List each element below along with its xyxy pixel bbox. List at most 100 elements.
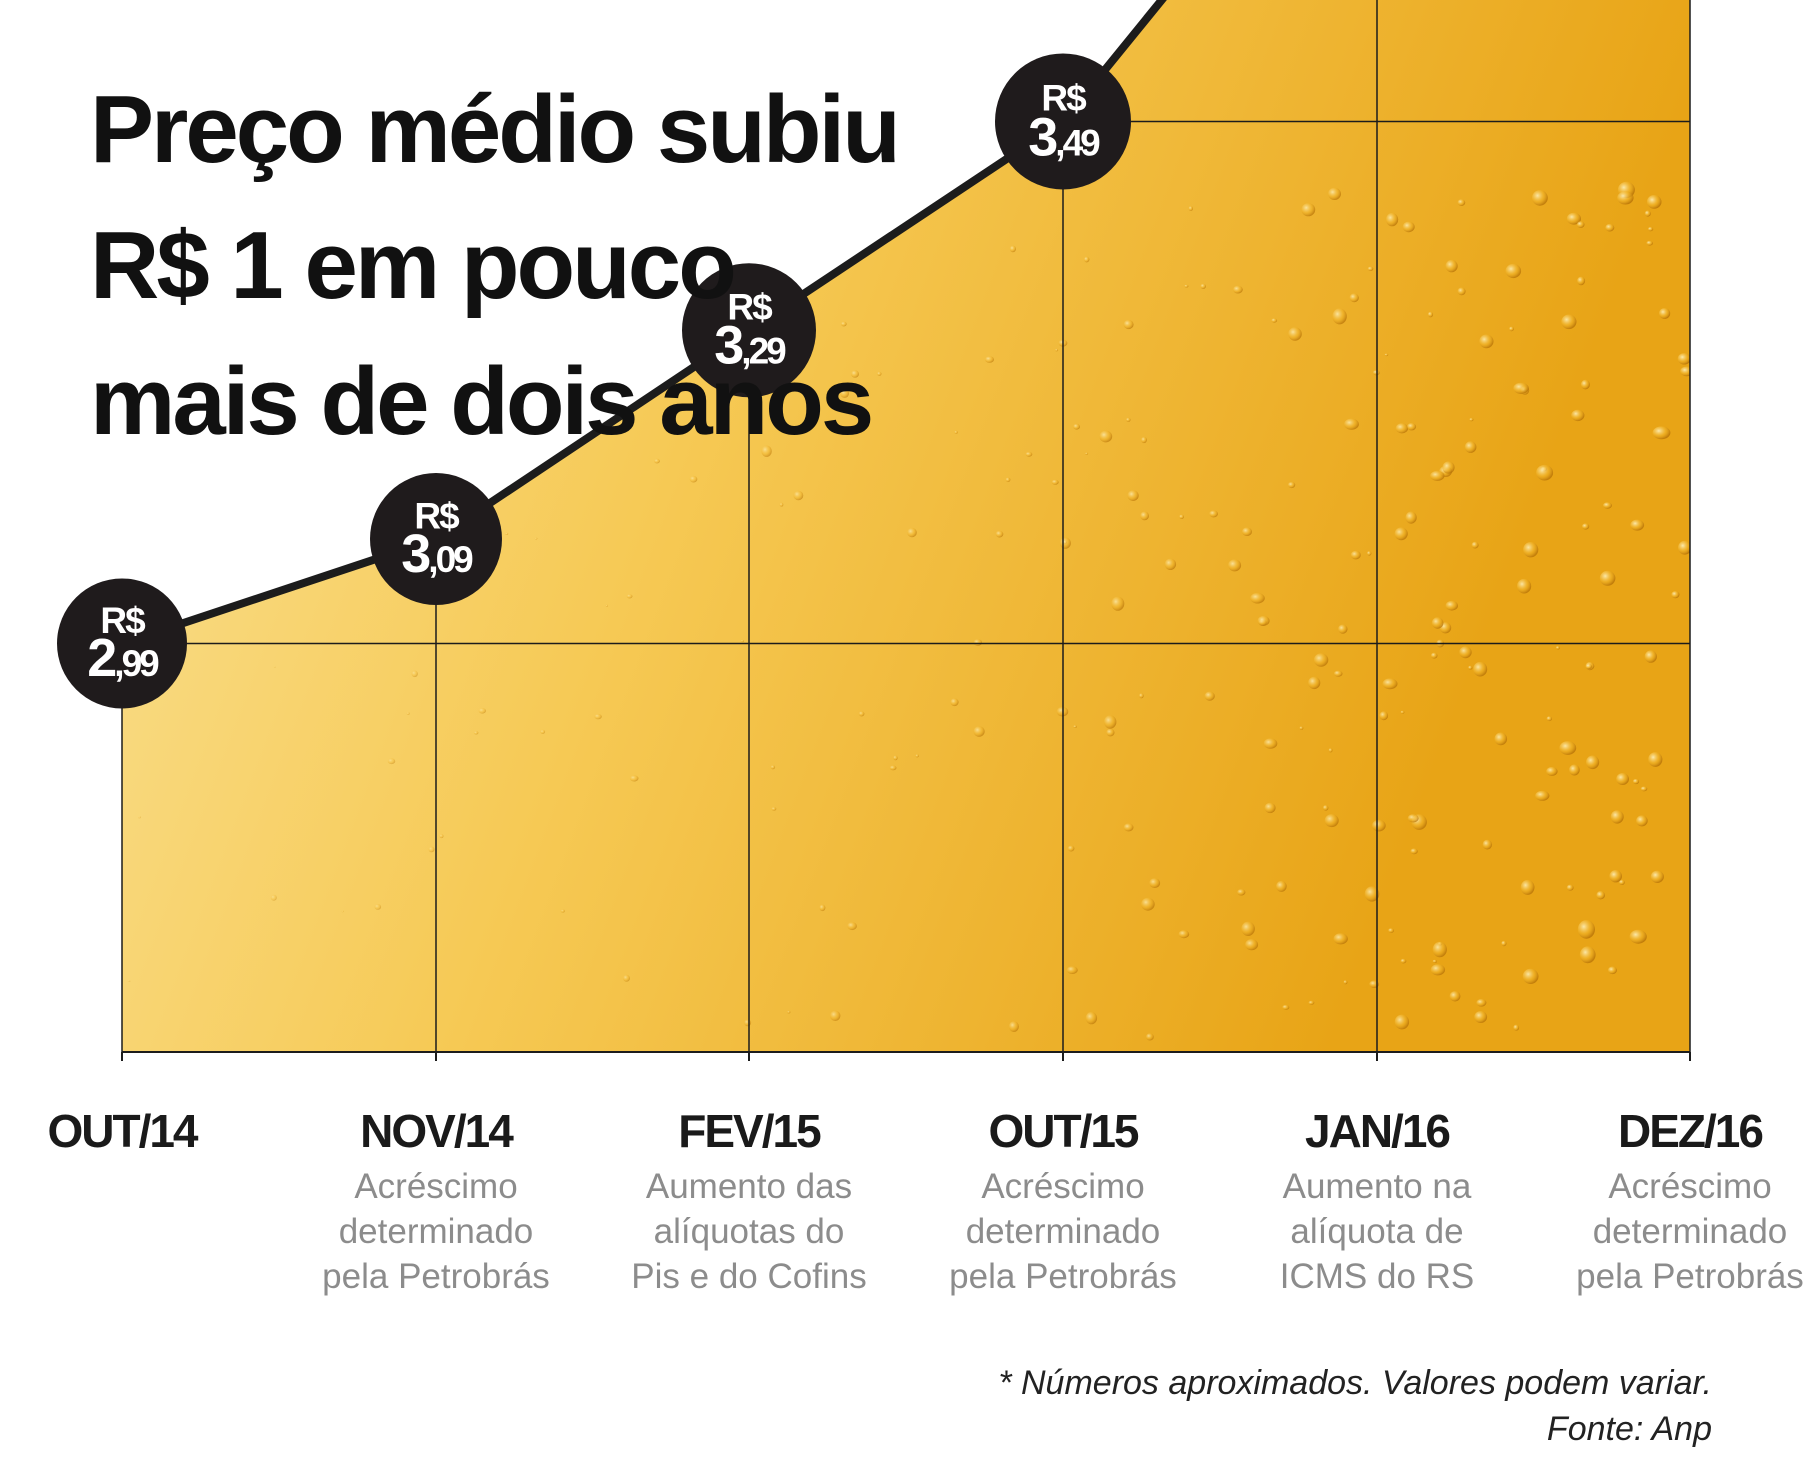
- fizz-bubble: [893, 755, 898, 761]
- x-label: FEV/15: [678, 1105, 821, 1157]
- fizz-bubble: [540, 729, 546, 734]
- price-value: 3,29: [714, 316, 786, 376]
- annotation-line: alíquotas do: [654, 1212, 845, 1251]
- annotation-line: determinado: [1593, 1212, 1788, 1251]
- fizz-bubble: [770, 765, 776, 770]
- fizz-bubble: [1073, 423, 1080, 430]
- fizz-bubble: [1140, 511, 1149, 521]
- fizz-bubble: [1055, 348, 1059, 352]
- fizz-bubble: [1332, 308, 1347, 325]
- fizz-bubble: [1474, 1011, 1488, 1023]
- x-label: OUT/15: [988, 1105, 1138, 1157]
- fizz-bubble: [1432, 941, 1447, 958]
- fizz-bubble: [1178, 930, 1190, 939]
- fizz-bubble: [1388, 928, 1394, 933]
- fizz-bubble: [1288, 481, 1296, 489]
- fizz-bubble: [1141, 436, 1147, 444]
- footnote-note: * Números aproximados. Valores podem var…: [998, 1364, 1712, 1402]
- fizz-bubble: [1188, 206, 1194, 211]
- fizz-bubble: [1085, 1011, 1098, 1025]
- beer-bubbles-texture: [127, 179, 1690, 1041]
- fizz-bubble: [761, 445, 772, 457]
- fizz-bubble: [1299, 726, 1304, 730]
- fizz-bubble: [1328, 748, 1333, 753]
- fizz-bubble: [1659, 308, 1671, 319]
- fizz-bubble: [374, 904, 382, 910]
- fizz-bubble: [1263, 738, 1278, 749]
- fizz-bubble: [1445, 600, 1459, 611]
- chart-title: Preço médio subiu R$ 1 em pouco mais de …: [90, 62, 1070, 470]
- annotation-line: pela Petrobrás: [322, 1257, 550, 1296]
- fizz-bubble: [1457, 199, 1466, 207]
- fizz-bubble: [1648, 227, 1654, 232]
- x-label: DEZ/16: [1618, 1105, 1762, 1157]
- fizz-bubble: [473, 731, 479, 735]
- fizz-bubble: [1139, 693, 1144, 699]
- fizz-bubble: [1085, 452, 1089, 455]
- fizz-bubble: [915, 754, 919, 758]
- fizz-bubble: [1471, 541, 1479, 549]
- fizz-bubble: [1464, 441, 1477, 453]
- fizz-bubble: [1599, 570, 1616, 586]
- fizz-bubble: [1338, 624, 1348, 634]
- fizz-bubble: [1476, 999, 1487, 1007]
- price-bubble: [370, 473, 502, 606]
- fizz-bubble: [1571, 409, 1585, 422]
- fizz-bubble: [1106, 728, 1115, 737]
- fizz-bubble: [689, 475, 698, 483]
- fizz-bubble: [594, 713, 602, 720]
- fizz-bubble: [406, 712, 410, 715]
- fizz-bubble: [1372, 819, 1386, 832]
- fizz-bubble: [1349, 293, 1359, 303]
- fizz-bubble: [127, 980, 131, 982]
- annotation-line: pela Petrobrás: [1576, 1257, 1804, 1296]
- fizz-bubble: [907, 527, 917, 538]
- fizz-bubble: [840, 321, 847, 327]
- fizz-bubble: [1313, 653, 1329, 667]
- fizz-bubble: [273, 666, 276, 668]
- fizz-bubble: [1264, 802, 1276, 814]
- fizz-bubble: [605, 604, 609, 607]
- fizz-bubble: [1678, 540, 1690, 555]
- fizz-bubble: [1343, 980, 1348, 985]
- annotation-line: determinado: [966, 1212, 1161, 1251]
- fizz-bubble: [1585, 663, 1592, 670]
- fizz-bubble: [623, 974, 630, 982]
- fizz-bubble: [1646, 195, 1662, 209]
- fizz-bubble: [1555, 646, 1560, 650]
- fizz-bubble: [1104, 715, 1117, 729]
- fizz-bubble: [847, 922, 857, 931]
- fizz-bubble: [1288, 327, 1302, 341]
- fizz-bubble: [1200, 283, 1206, 289]
- fizz-bubble: [1582, 523, 1590, 530]
- fizz-bubble: [1323, 805, 1329, 811]
- fizz-bubble: [1386, 212, 1399, 227]
- annotation-line: pela Petrobrás: [949, 1257, 1177, 1296]
- price-currency: R$: [1041, 78, 1087, 119]
- area-fill: [122, 0, 1690, 1052]
- fizz-bubble: [1523, 542, 1539, 558]
- annotation-line: alíquota de: [1290, 1212, 1463, 1251]
- fizz-bubble: [1636, 815, 1648, 827]
- price-bubble: [995, 53, 1131, 190]
- fizz-bubble: [428, 846, 435, 853]
- fizz-bubble: [1066, 966, 1078, 974]
- x-axis-labels: OUT/14 NOV/14 FEV/15 OUT/15 JAN/16 DEZ/16: [47, 1105, 1764, 1157]
- x-axis-ticks: [121, 1052, 1691, 1061]
- fizz-bubble: [1382, 678, 1398, 690]
- fizz-bubble: [1276, 880, 1287, 892]
- price-currency: R$: [727, 287, 773, 328]
- fizz-bubble: [1123, 319, 1134, 330]
- fizz-bubble: [1650, 870, 1664, 883]
- fizz-bubble: [840, 389, 849, 398]
- drop-lines: [121, 0, 1691, 1052]
- fizz-bubble: [1468, 665, 1473, 670]
- fizz-bubble: [1677, 353, 1690, 365]
- annotation-line: Aumento na: [1283, 1167, 1472, 1206]
- fizz-bubble: [851, 370, 859, 378]
- fizz-bubble: [1328, 187, 1341, 200]
- fizz-bubble: [1008, 1021, 1019, 1032]
- fizz-bubble: [505, 532, 509, 536]
- fizz-bubble: [973, 726, 985, 737]
- fizz-bubble: [1400, 710, 1405, 714]
